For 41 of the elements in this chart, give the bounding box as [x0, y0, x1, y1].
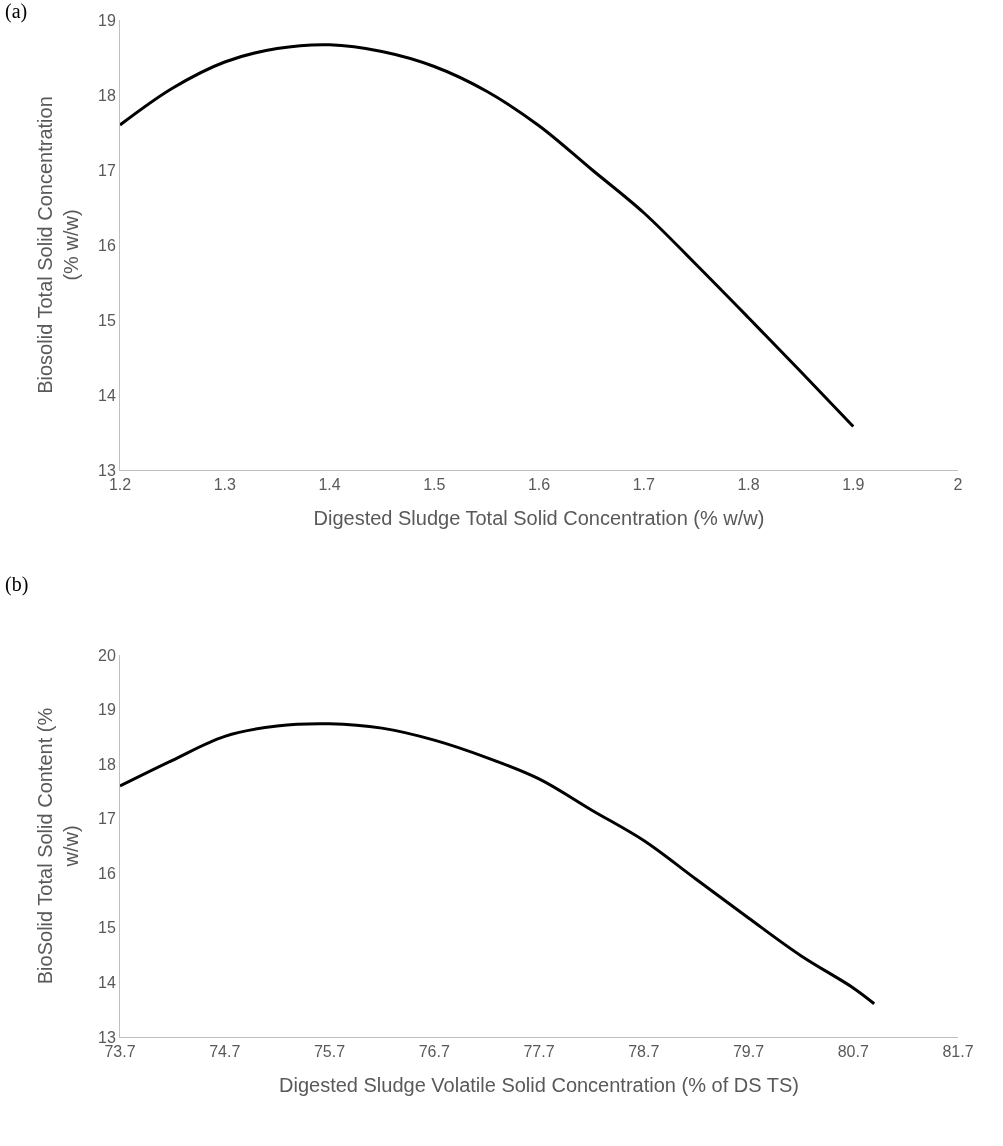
x-tick-label: 1.3	[213, 476, 236, 494]
x-tick-label: 80.7	[837, 1043, 869, 1061]
x-tick-label: 2	[953, 476, 963, 494]
y-tick-label: 17	[98, 810, 116, 828]
y-tick-label: 16	[98, 864, 116, 882]
y-tick-label: 13	[98, 461, 116, 479]
x-tick-label: 1.7	[632, 476, 655, 494]
x-tick-label: 73.7	[104, 1043, 136, 1061]
y-tick-label: 18	[98, 86, 116, 104]
x-tick-label: 79.7	[732, 1043, 765, 1061]
x-tick-label: 74.7	[209, 1043, 241, 1061]
line-series	[120, 43, 855, 428]
x-tick-label: 1.6	[527, 476, 551, 494]
line-series	[120, 722, 876, 1006]
x-tick-label: 77.7	[523, 1043, 555, 1061]
x-axis-title: Digested Sludge Volatile Solid Concentration (% of DS TS)	[279, 1073, 799, 1096]
x-tick-label: 1.2	[108, 476, 132, 494]
x-tick-label: 76.7	[418, 1043, 450, 1061]
chart-title: (b)	[5, 573, 29, 596]
x-tick-label: 75.7	[313, 1043, 346, 1061]
y-tick-label: 15	[98, 919, 116, 937]
y-tick-label: 18	[98, 755, 116, 773]
y-tick-label: 13	[98, 1028, 116, 1046]
y-tick-label: 19	[98, 701, 116, 719]
x-tick-label: 1.8	[737, 476, 760, 494]
y-axis-title: Biosolid Total Solid Concentration (% w/w)	[33, 96, 82, 394]
y-axis-title: BioSolid Total Solid Content (% w/w)	[33, 707, 82, 985]
x-tick-label: 1.5	[423, 476, 446, 494]
x-tick-label: 1.9	[842, 476, 865, 494]
y-tick-label: 19	[98, 11, 116, 29]
x-tick-label: 81.7	[942, 1043, 974, 1061]
y-tick-label: 14	[98, 974, 116, 992]
y-tick-label: 17	[98, 161, 116, 179]
y-tick-label: 16	[98, 236, 116, 254]
chart-title: (a)	[5, 0, 28, 23]
x-tick-label: 78.7	[628, 1043, 660, 1061]
y-tick-label: 14	[98, 386, 116, 404]
y-tick-label: 15	[98, 311, 116, 329]
x-axis-title: Digested Sludge Total Solid Concentration (% w/w)	[313, 506, 765, 529]
y-tick-label: 20	[98, 646, 116, 664]
x-tick-label: 1.4	[318, 476, 341, 494]
